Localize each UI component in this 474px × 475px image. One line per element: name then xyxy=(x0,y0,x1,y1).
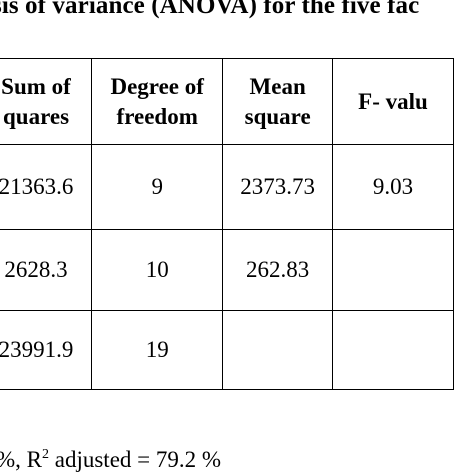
header-degree-of-freedom: Degree of freedom xyxy=(91,58,224,145)
anova-table: Sum of quares Degree of freedom Mean square… xyxy=(0,58,455,390)
header-sum-of-squares: Sum of quares xyxy=(0,58,93,145)
footnote-prefix: %, R xyxy=(0,447,42,472)
cell-sum-of-squares: 2628.3 xyxy=(0,229,93,311)
header-f-value: F- valu xyxy=(331,58,455,145)
table-row: 21363.6 9 2373.73 9.03 xyxy=(0,144,455,230)
cell-f-value: 9.03 xyxy=(331,144,455,230)
cell-degree-of-freedom: 10 xyxy=(91,229,224,311)
header-mean-square-line1: Mean xyxy=(249,73,306,99)
cell-degree-of-freedom: 19 xyxy=(91,310,224,390)
header-mean-square-line2: square xyxy=(244,103,311,129)
table-caption: sis of variance (ANOVA) for the five fac xyxy=(0,0,420,19)
cell-f-value xyxy=(331,229,455,311)
header-degree-of-freedom-line1: Degree of xyxy=(110,73,204,99)
header-mean-square: Mean square xyxy=(222,58,333,145)
table-row: 23991.9 19 xyxy=(0,310,455,390)
header-sum-of-squares-line1: Sum of xyxy=(1,73,71,99)
cell-mean-square xyxy=(222,310,333,390)
cell-mean-square: 262.83 xyxy=(222,229,333,311)
cell-degree-of-freedom: 9 xyxy=(91,144,224,230)
cell-f-value xyxy=(331,310,455,390)
header-sum-of-squares-line2: quares xyxy=(2,103,70,129)
footnote-superscript: 2 xyxy=(42,447,49,462)
table-row: 2628.3 10 262.83 xyxy=(0,229,455,311)
footnote-suffix: adjusted = 79.2 % xyxy=(49,447,222,472)
cell-sum-of-squares: 21363.6 xyxy=(0,144,93,230)
header-row: Sum of quares Degree of freedom Mean square… xyxy=(0,58,455,145)
table-footnote: %, R2 adjusted = 79.2 % xyxy=(0,445,221,475)
header-degree-of-freedom-line2: freedom xyxy=(116,103,198,129)
cell-mean-square: 2373.73 xyxy=(222,144,333,230)
header-f-value-line1: F- valu xyxy=(358,88,428,114)
cell-sum-of-squares: 23991.9 xyxy=(0,310,93,390)
